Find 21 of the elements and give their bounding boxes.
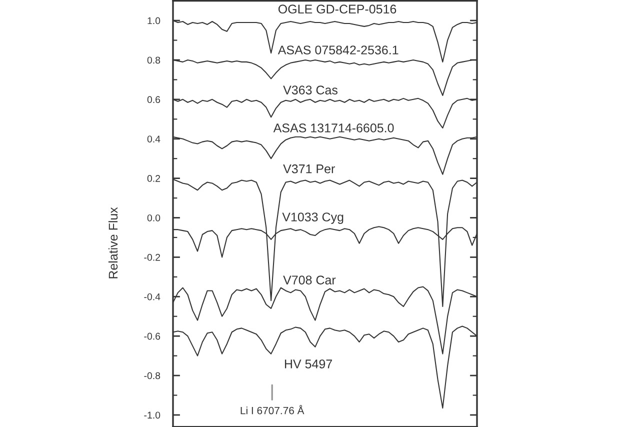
series-label: V363 Cas — [283, 86, 338, 94]
series-label: ASAS 131714-6605.0 — [273, 124, 394, 132]
series-label: V708 Car — [283, 276, 336, 284]
y-tick-label: -0.8 — [144, 372, 160, 380]
y-tick-label: -0.4 — [144, 293, 160, 300]
y-tick-label: 0.2 — [147, 175, 160, 182]
y-tick-label: 0.4 — [147, 136, 160, 142]
y-tick-label: 1.0 — [148, 17, 160, 24]
series-label: V371 Per — [283, 164, 335, 174]
y-tick-label: 0.0 — [147, 214, 160, 222]
y-tick-label: -0.6 — [144, 332, 160, 340]
y-tick-label: 0.8 — [147, 56, 160, 64]
series-label: OGLE GD-CEP-0516 — [278, 4, 396, 14]
y-tick-label: -1.0 — [144, 412, 160, 419]
annotation: Li I 6707.76 Å — [240, 405, 304, 414]
series-label: ASAS 075842-2536.1 — [278, 46, 398, 54]
series-label: HV 5497 — [284, 360, 332, 368]
series-label: V1033 Cyg — [282, 212, 344, 224]
y-tick-label: -0.2 — [144, 254, 160, 261]
y-axis-title: Relative Flux — [108, 207, 118, 278]
y-tick-label: 0.6 — [147, 96, 160, 104]
